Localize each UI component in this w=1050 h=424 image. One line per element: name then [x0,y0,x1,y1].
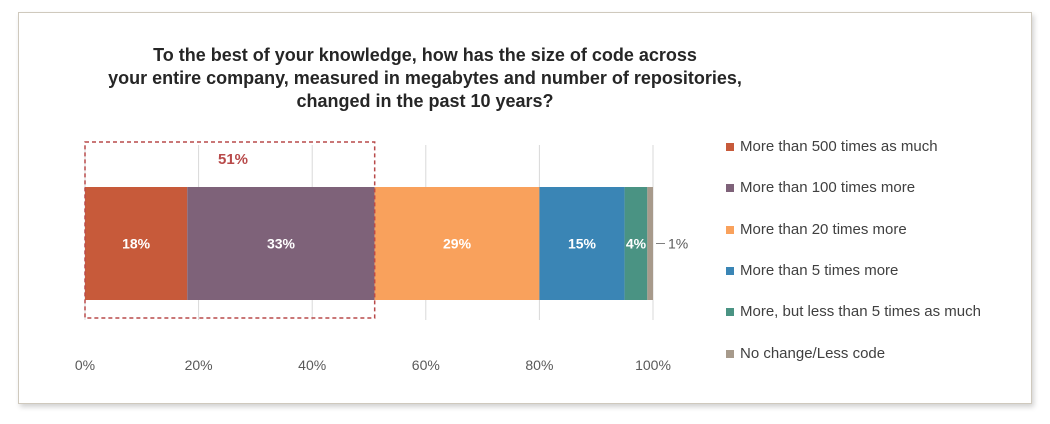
tick-label: 60% [412,357,440,373]
legend-label: More, but less than 5 times as much [740,303,981,320]
data-label: 33% [267,236,296,252]
legend-label: More than 5 times more [740,262,899,279]
bar-segment [187,187,375,300]
legend-swatch [726,350,734,358]
legend-label: More than 100 times more [740,179,916,196]
legend-label: More than 20 times more [740,221,907,238]
tick-label: 80% [525,357,553,373]
data-label: 15% [568,236,597,252]
data-label: 18% [122,236,151,252]
legend-item: No change/Less code [726,343,986,364]
legend-item: More than 100 times more [726,177,986,198]
x-axis-ticks: 0% 20% 40% 60% 80% 100% [75,357,671,373]
legend-swatch [726,267,734,275]
tick-label: 0% [75,357,95,373]
bar-segment [374,187,540,300]
data-label: 4% [626,236,647,252]
tick-label: 20% [185,357,213,373]
bar-segment [85,187,188,300]
legend-swatch [726,184,734,192]
legend-item: More, but less than 5 times as much [726,301,986,322]
data-label: 29% [443,236,472,252]
legend-label: No change/Less code [740,345,886,362]
chart-title: To the best of your knowledge, how has t… [100,44,750,113]
bar-segment [539,187,625,300]
highlight-group: 51% [84,141,376,319]
legend-label: More than 500 times as much [740,138,938,155]
bar-segment [647,187,653,300]
tick-label: 100% [635,357,671,373]
highlight-label: 51% [218,151,248,168]
legend-item: More than 20 times more [726,219,986,240]
chart-title-line-2: your entire company, measured in megabyt… [108,68,742,88]
data-label: 1% [668,236,688,252]
chart-title-line-1: To the best of your knowledge, how has t… [153,45,697,65]
legend-item: More than 500 times as much [726,136,986,157]
tick-label: 40% [298,357,326,373]
highlight-box [84,141,376,319]
legend-item: More than 5 times more [726,260,986,281]
legend-swatch [726,226,734,234]
bar-segment [624,187,648,300]
chart-title-line-3: changed in the past 10 years? [296,91,554,111]
legend-swatch [726,143,734,151]
legend-swatch [726,308,734,316]
bar-segments: 18% 33% 29% 15% 4% 1% [85,187,688,300]
